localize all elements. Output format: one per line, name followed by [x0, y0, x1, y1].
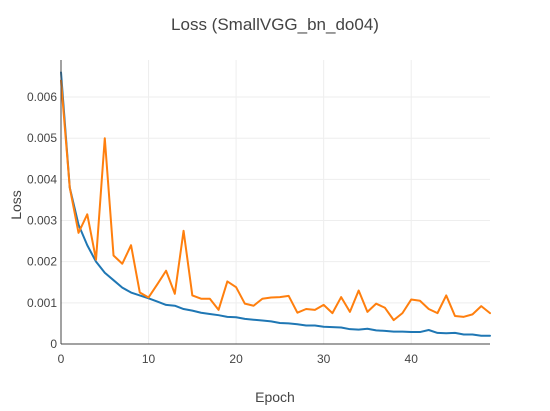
series-lines	[60, 71, 491, 337]
x-tick-label: 10	[142, 352, 156, 366]
chart-title: Loss (SmallVGG_bn_do04)	[171, 15, 379, 34]
grid-lines	[61, 60, 490, 344]
series-line-1	[60, 71, 491, 337]
y-tick-label: 0.001	[27, 296, 57, 310]
series-line-2	[60, 79, 491, 322]
y-tick-label: 0	[50, 337, 57, 351]
y-tick-labels: 0 0.001 0.002 0.003 0.004 0.005 0.006	[27, 90, 57, 351]
x-tick-label: 30	[317, 352, 331, 366]
x-tick-label: 40	[405, 352, 419, 366]
x-tick-label: 0	[58, 352, 65, 366]
axes	[60, 60, 490, 345]
x-tick-labels: 0 10 20 30 40	[58, 352, 419, 366]
y-tick-label: 0.006	[27, 90, 57, 104]
y-tick-label: 0.004	[27, 172, 57, 186]
y-tick-label: 0.003	[27, 214, 57, 228]
y-tick-label: 0.002	[27, 255, 57, 269]
y-tick-label: 0.005	[27, 131, 57, 145]
x-axis-title: Epoch	[255, 389, 295, 405]
x-tick-label: 20	[229, 352, 243, 366]
y-axis-title: Loss	[8, 190, 24, 220]
